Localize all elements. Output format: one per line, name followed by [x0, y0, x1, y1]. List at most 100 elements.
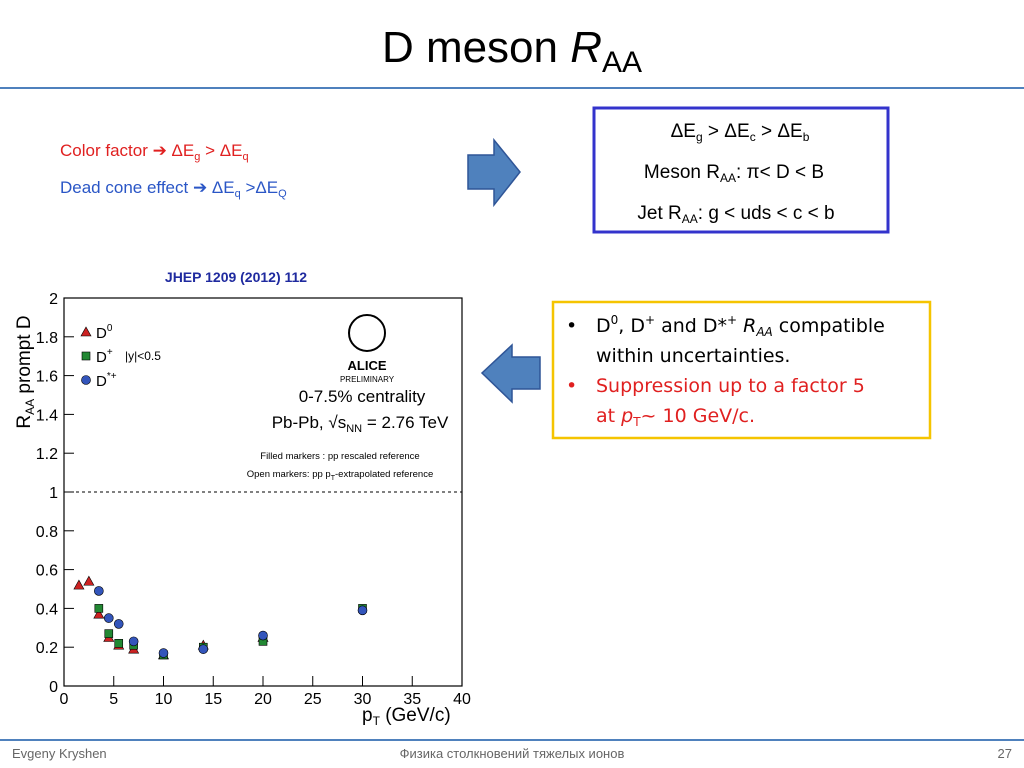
text-part: 0	[611, 313, 619, 327]
y-tick-label: 1.8	[36, 330, 58, 347]
note: Filled markers : pp rescaled reference	[260, 451, 419, 462]
title-r: R	[570, 23, 602, 72]
legend-name: D	[96, 349, 107, 366]
marker	[94, 586, 104, 596]
footer-author: Evgeny Kryshen	[12, 746, 107, 761]
y-tick-label: 0.8	[36, 524, 58, 541]
x-tick-label: 40	[453, 691, 471, 708]
logo-sub: PRELIMINARY	[340, 375, 395, 384]
legend-marker	[81, 375, 91, 385]
text-part: > ΔE	[756, 121, 803, 142]
text-part: > ΔE	[200, 141, 242, 160]
text-part: : g < uds < c < b	[698, 203, 835, 224]
text-part: p	[362, 705, 373, 726]
text-part: ΔE	[671, 121, 696, 142]
footer-course: Физика столкновений тяжелых ионов	[400, 746, 625, 761]
y-tick-label: 0.2	[36, 640, 58, 657]
slide-title: D meson RAA	[382, 23, 642, 79]
text-part: -extrapolated reference	[335, 469, 433, 480]
text-part: AA	[755, 325, 772, 339]
x-tick-label: 25	[304, 691, 322, 708]
marker	[357, 605, 368, 616]
marker	[113, 619, 124, 629]
text-part: NN	[346, 423, 362, 435]
centrality: 0-7.5% centrality	[299, 387, 426, 406]
logo-ring	[348, 314, 386, 352]
legend-sup: +	[107, 347, 113, 358]
y-tick-label: 1	[49, 485, 58, 502]
legend-label: D0	[96, 323, 113, 342]
marker	[93, 608, 105, 619]
x-tick-label: 10	[155, 691, 173, 708]
y-axis-label: RAA prompt D	[14, 315, 37, 428]
text-part: g	[696, 130, 703, 144]
text-part: q	[242, 151, 248, 163]
text-part: >ΔE	[241, 178, 278, 197]
text-part: at	[596, 405, 621, 427]
bullet-text: at pT~ 10 GeV/c.	[596, 405, 755, 429]
color-factor: Color factor ➔ ΔEg > ΔEq	[60, 141, 249, 163]
arrow-right	[467, 137, 521, 208]
legend-name: D	[96, 325, 107, 342]
box-line: Meson RAA: π< D < B	[644, 162, 824, 185]
text-part: D	[596, 315, 611, 337]
y-tick-label: 2	[49, 291, 58, 308]
x-tick-label: 15	[204, 691, 222, 708]
dead-cone: Dead cone effect ➔ ΔEq >ΔEQ	[60, 178, 287, 200]
legend-label: D+	[96, 347, 113, 366]
text-part: (GeV/c)	[380, 705, 451, 726]
x-tick-label: 35	[403, 691, 421, 708]
text-part: and D*	[655, 315, 727, 337]
text-part: Jet R	[637, 203, 681, 224]
y-tick-label: 1.6	[36, 369, 58, 386]
y-tick-label: 1.2	[36, 446, 58, 463]
legend-name: D	[96, 373, 107, 390]
text-part: = 2.76 TeV	[362, 413, 449, 432]
text-part: √s	[328, 413, 346, 432]
marker	[158, 648, 169, 658]
text-part: q	[235, 188, 241, 200]
x-tick-label: 20	[254, 691, 272, 708]
text-part: T	[373, 714, 381, 728]
x-tick-label: 0	[60, 691, 69, 708]
text-part: ~ 10 GeV/c.	[641, 405, 755, 427]
bullet-text: D0, D+ and D*+ RAA compatible	[596, 313, 885, 339]
text-part: > ΔE	[703, 121, 750, 142]
text-part: +	[645, 313, 655, 327]
text-part: Q	[278, 188, 287, 200]
title-sub: AA	[602, 46, 642, 79]
x-tick-label: 30	[354, 691, 372, 708]
box-line: ΔEg > ΔEc > ΔEb	[671, 121, 810, 144]
bullet-dot: •	[566, 315, 577, 337]
arrow-left	[480, 343, 541, 404]
text-part: R	[14, 415, 35, 429]
legend-marker	[81, 351, 91, 361]
legend-label: D*+	[96, 371, 117, 390]
text-part: Dead cone effect ➔ ΔE	[60, 178, 235, 197]
text-part: T	[632, 415, 641, 429]
text-part: : π< D < B	[736, 162, 824, 183]
bullet-text: within uncertainties.	[596, 345, 790, 367]
marker	[128, 636, 139, 647]
y-tick-label: 0.6	[36, 563, 58, 580]
legend-marker	[80, 326, 92, 337]
system: Pb-Pb, √sNN = 2.76 TeV	[272, 413, 449, 435]
y-tick-label: 0	[49, 679, 58, 696]
title-text: D meson	[382, 23, 570, 72]
rapidity: |y|<0.5	[125, 349, 161, 363]
text-part: AA	[23, 399, 37, 415]
text-part: AA	[720, 171, 736, 185]
text-part: Color factor ➔ ΔE	[60, 141, 194, 160]
logo: ALICE	[348, 358, 387, 373]
text-part: compatible	[773, 315, 885, 337]
marker	[114, 639, 124, 648]
bullet-dot: •	[566, 375, 577, 397]
marker	[258, 630, 268, 641]
reference: JHEP 1209 (2012) 112	[165, 269, 307, 285]
marker	[73, 579, 85, 590]
box-line: Jet RAA: g < uds < c < b	[637, 203, 834, 226]
text-part: c	[750, 130, 756, 144]
legend-sup: *+	[107, 371, 117, 382]
bullet-box	[551, 300, 932, 440]
